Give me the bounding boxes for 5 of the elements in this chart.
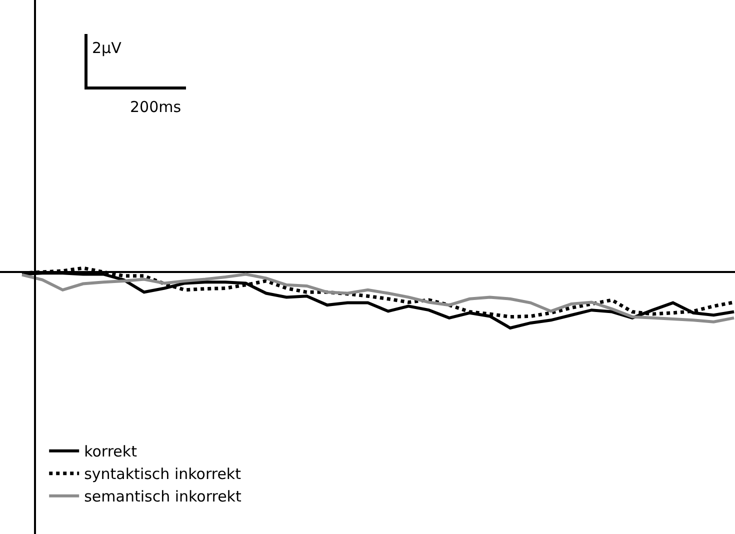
legend-label: korrekt <box>84 442 138 461</box>
text: 2µV <box>92 39 122 57</box>
text: 200ms <box>130 98 182 116</box>
legend-label: syntaktisch inkorrekt <box>84 465 242 484</box>
legend-label: semantisch inkorrekt <box>84 488 242 506</box>
